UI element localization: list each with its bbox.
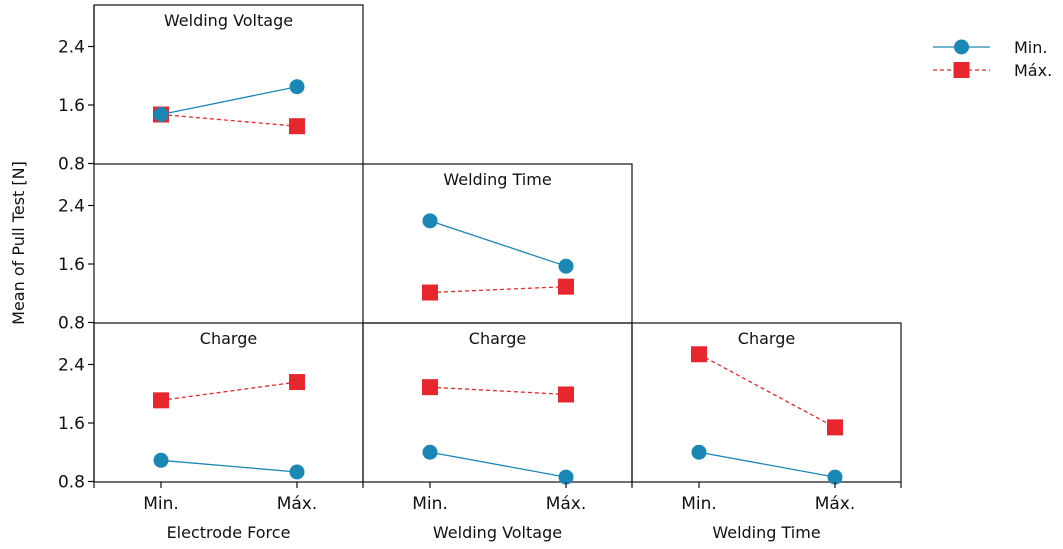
series-max-line [429,386,567,396]
series-min-line [429,220,567,267]
series-max-point-min [422,284,438,301]
x-tick-label: Min. [143,494,179,514]
series-min-line [429,451,567,478]
series-min-point-min [153,107,169,123]
series-max-point-min [691,346,707,363]
legend-entry-max: Máx. [933,61,1052,80]
y-tick-label: 1.6 [58,414,85,434]
y-tick-label: 0.8 [58,314,85,334]
series-min-point-min [422,213,438,229]
panels-group: Welding Voltage Welding Time Charge Charge C… [93,4,902,485]
series-max-line [429,286,567,294]
series-min [153,452,305,480]
series-max [153,106,305,135]
y-tick-label: 2.4 [58,38,85,58]
y-tick-label: 2.4 [58,356,85,376]
series-min-point-max [558,258,574,274]
panel-frame [631,322,902,483]
legend: Min. Máx. [933,38,1052,80]
series-max-line [698,353,836,428]
y-axis-title: Mean of Pull Test [N] [9,161,28,325]
y-tick-label: 0.8 [58,155,85,175]
series-min-line [160,459,298,473]
series-max [153,374,305,409]
x-tick-label: Min. [681,494,717,514]
series-max-point-max [558,386,574,403]
x-axis-title: Welding Time [712,523,820,542]
y-axis-group: 0.8 1.6 2.4 0.8 1.6 2.4 0.8 1.6 2.4 [58,5,95,493]
series-max-point-max [558,278,574,295]
x-tick-label: Máx. [277,494,318,514]
series-min-point-max [558,469,574,485]
series-min [422,444,574,485]
panel-2: Welding Time [362,163,633,324]
x-tick-label: Máx. [815,494,856,514]
y-tick-label: 1.6 [58,255,85,275]
x-tick-label: Min. [412,494,448,514]
series-max-point-max [827,419,843,436]
series-min-point-max [289,79,305,95]
panel-title: Welding Time [443,170,551,189]
panel-3: Charge [93,322,364,483]
series-min-line [160,86,298,116]
series-min [691,444,843,485]
legend-entry-min: Min. [933,38,1047,57]
panel-4: Charge [362,322,633,485]
x-axis-title: Electrode Force [167,523,291,542]
panel-title: Charge [200,329,257,348]
series-max [422,278,574,301]
legend-circle-marker [954,39,969,55]
series-min-point-max [289,464,305,480]
series-max-point-min [422,379,438,396]
series-max-line [160,381,298,401]
legend-label: Min. [1014,38,1047,57]
series-max [691,346,843,436]
series-min-point-min [422,444,438,460]
y-tick-label: 1.6 [58,96,85,116]
x-axis-group: Min. Máx. Electrode Force Min. Máx. Welding V… [93,482,902,542]
y-tick-label: 0.8 [58,473,85,493]
series-min-point-max [827,469,843,485]
x-tick-label: Máx. [546,494,587,514]
series-min-line [698,451,836,478]
series-max-point-max [289,118,305,135]
panel-title: Welding Voltage [164,11,293,30]
legend-square-marker [953,62,970,78]
series-max-point-min [153,392,169,409]
series-max-point-max [289,374,305,391]
panel-5: Charge [631,322,902,485]
series-min [422,213,574,274]
series-min-point-min [153,452,169,468]
series-min [153,79,305,123]
panel-1: Welding Voltage [93,4,364,165]
panel-title: Charge [738,329,795,348]
series-max-line [160,113,298,127]
panel-title: Charge [469,329,526,348]
series-max [422,379,574,403]
legend-label: Máx. [1014,61,1052,80]
y-tick-label: 2.4 [58,197,85,217]
x-axis-title: Welding Voltage [433,523,562,542]
series-min-point-min [691,444,707,460]
